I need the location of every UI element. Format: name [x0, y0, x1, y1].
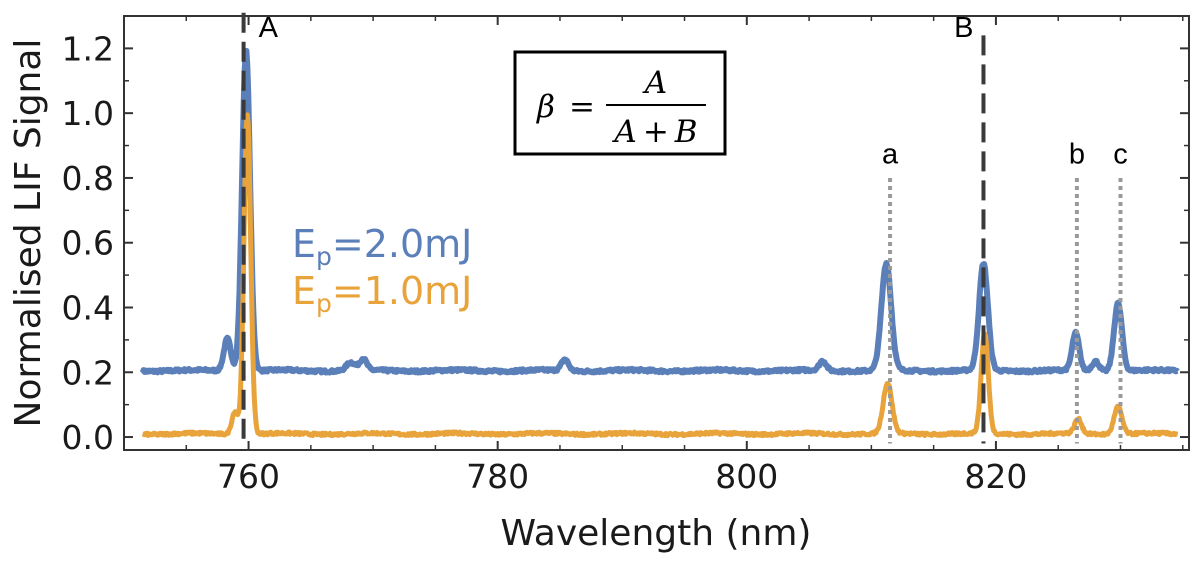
equation-numerator: A [642, 65, 667, 101]
y-tick-label: 0.0 [62, 418, 114, 457]
marker-label-a: a [882, 138, 899, 170]
x-tick-label: 820 [964, 457, 1027, 496]
x-tick-label: 780 [466, 457, 529, 496]
series-1-line [141, 112, 1180, 439]
legend-entry-series-0: Ep=2.0mJ [292, 222, 472, 271]
y-tick-label: 0.6 [62, 224, 114, 263]
series-0-line [139, 47, 1180, 376]
y-tick-label: 0.8 [62, 159, 114, 198]
y-axis: 0.0 0.2 0.4 0.6 0.8 1.0 1.2 [62, 15, 1189, 457]
plot-area: A Ba b c 0.0 0.2 0.4 0.6 0.8 1.0 1.2 760 780 800 820 [62, 12, 1190, 496]
plot-frame [123, 15, 1190, 451]
equation-equals: = [569, 89, 595, 125]
y-tick-label: 0.2 [62, 353, 114, 392]
x-tick-label: 800 [715, 457, 778, 496]
series-layer [139, 47, 1180, 439]
y-tick-label: 1.0 [62, 94, 114, 133]
legend: Ep=2.0mJ Ep=1.0mJ [292, 222, 472, 318]
marker-label-b: b [1069, 138, 1085, 170]
beta-equation-box: β = A A + B [513, 50, 727, 156]
marker-label-B: B [954, 12, 973, 44]
y-tick-label: 0.4 [62, 288, 114, 327]
equation-frame [513, 50, 727, 156]
y-axis-title: Normalised LIF Signal [8, 39, 49, 428]
x-tick-label: 760 [217, 457, 280, 496]
x-axis-title: Wavelength (nm) [501, 513, 812, 554]
marker-layer: A Ba b c [241, 12, 1128, 444]
marker-label-c: c [1113, 138, 1128, 170]
legend-entry-series-1: Ep=1.0mJ [292, 269, 472, 318]
equation-denominator: A + B [611, 114, 697, 150]
y-tick-label: 1.2 [62, 29, 114, 68]
equation-lhs: β [536, 89, 555, 125]
marker-label-A: A [259, 12, 279, 44]
x-axis: 760 780 800 820 [123, 16, 1184, 496]
